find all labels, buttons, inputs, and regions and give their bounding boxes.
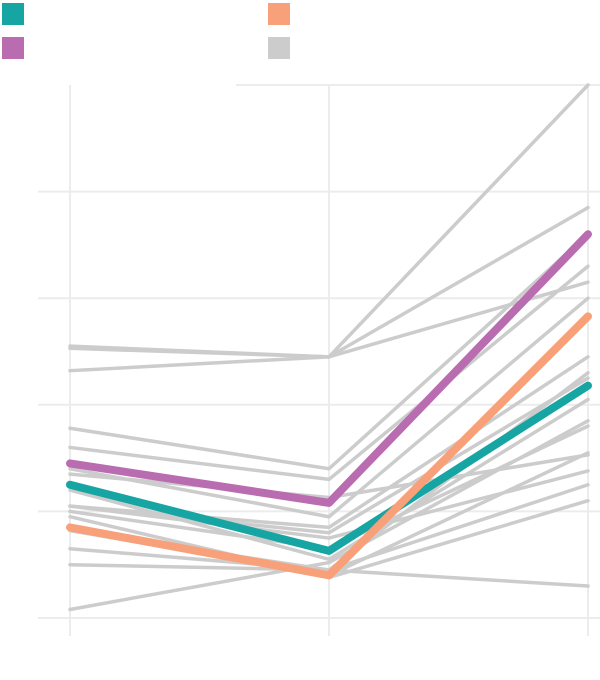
- highlighted-series: [66, 230, 592, 580]
- series-line-gray-16: [68, 205, 590, 359]
- legend: [0, 0, 600, 70]
- legend-swatch-purple: [2, 37, 24, 59]
- series-line-teal: [66, 381, 592, 555]
- series-line-gray-4: [68, 264, 590, 482]
- legend-item-salmon: [268, 3, 298, 25]
- legend-swatch-salmon: [268, 3, 290, 25]
- series-line-salmon: [66, 312, 592, 580]
- series-line-gray-5: [68, 296, 590, 519]
- legend-swatch-teal: [2, 3, 24, 25]
- legend-swatch-gray: [268, 37, 290, 59]
- series-line-gray-3: [68, 232, 590, 471]
- series-line-purple: [66, 230, 592, 507]
- legend-item-gray: [268, 37, 298, 59]
- series-line-gray-15: [68, 397, 590, 562]
- legend-item-teal: [2, 3, 32, 25]
- series-line-gray-17: [68, 376, 590, 535]
- legend-item-purple: [2, 37, 32, 59]
